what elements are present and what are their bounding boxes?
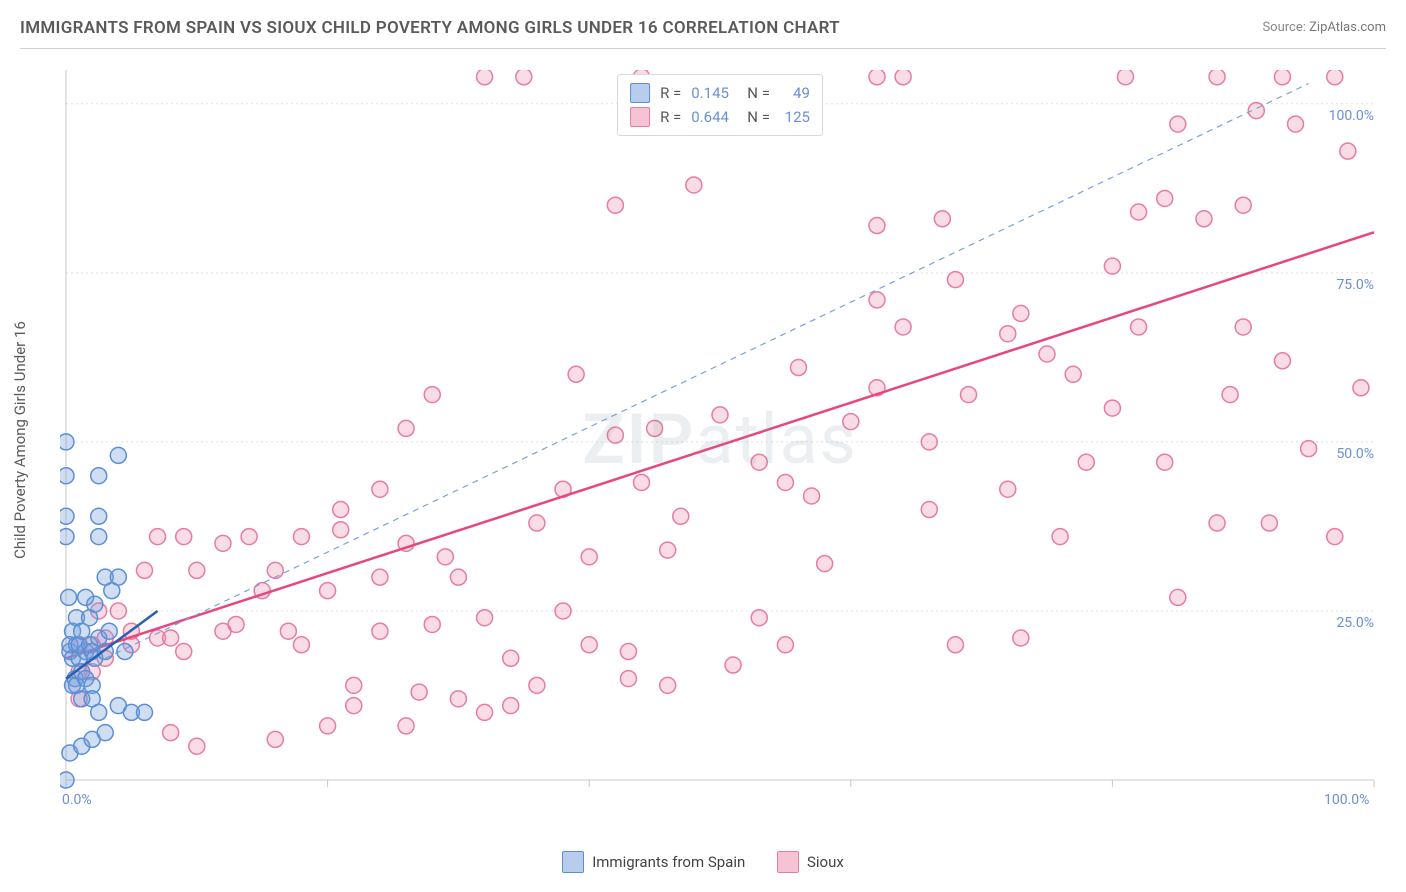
y-tick-label: 50.0% [1336, 446, 1374, 462]
scatter-chart [60, 70, 1380, 810]
source-name: ZipAtlas.com [1309, 20, 1386, 35]
y-tick-label: 75.0% [1336, 277, 1374, 293]
stats-row-spain: R = 0.145 N = 49 [630, 81, 810, 105]
plot-area: ZIPatlas R = 0.145 N = 49 R = 0.644 N = … [60, 70, 1380, 810]
y-axis-label: Child Poverty Among Girls Under 16 [11, 321, 29, 559]
n-value-spain: 49 [780, 81, 810, 105]
x-tick-label: 100.0% [1324, 792, 1369, 808]
n-label: N = [747, 105, 770, 129]
n-value-sioux: 125 [780, 105, 810, 129]
y-tick-label: 25.0% [1336, 615, 1374, 631]
legend-label-spain: Immigrants from Spain [592, 853, 745, 871]
swatch-spain [630, 83, 650, 103]
chart-container: IMMIGRANTS FROM SPAIN VS SIOUX CHILD POV… [0, 0, 1406, 892]
legend-item-sioux: Sioux [777, 851, 844, 873]
legend-label-sioux: Sioux [807, 853, 844, 871]
source-attribution: Source: ZipAtlas.com [1262, 20, 1386, 35]
stats-legend: R = 0.145 N = 49 R = 0.644 N = 125 [617, 74, 823, 136]
r-label: R = [660, 105, 681, 129]
r-value-sioux: 0.644 [691, 105, 737, 129]
source-label: Source: [1262, 20, 1305, 35]
n-label: N = [747, 81, 770, 105]
x-tick-label: 0.0% [62, 792, 92, 808]
swatch-spain [562, 851, 584, 873]
r-label: R = [660, 81, 681, 105]
swatch-sioux [630, 107, 650, 127]
swatch-sioux [777, 851, 799, 873]
stats-row-sioux: R = 0.644 N = 125 [630, 105, 810, 129]
y-tick-label: 100.0% [1329, 108, 1374, 124]
chart-title: IMMIGRANTS FROM SPAIN VS SIOUX CHILD POV… [20, 18, 840, 38]
bottom-legend: Immigrants from Spain Sioux [0, 851, 1406, 877]
r-value-spain: 0.145 [691, 81, 737, 105]
title-bar: IMMIGRANTS FROM SPAIN VS SIOUX CHILD POV… [20, 18, 1386, 49]
legend-item-spain: Immigrants from Spain [562, 851, 745, 873]
